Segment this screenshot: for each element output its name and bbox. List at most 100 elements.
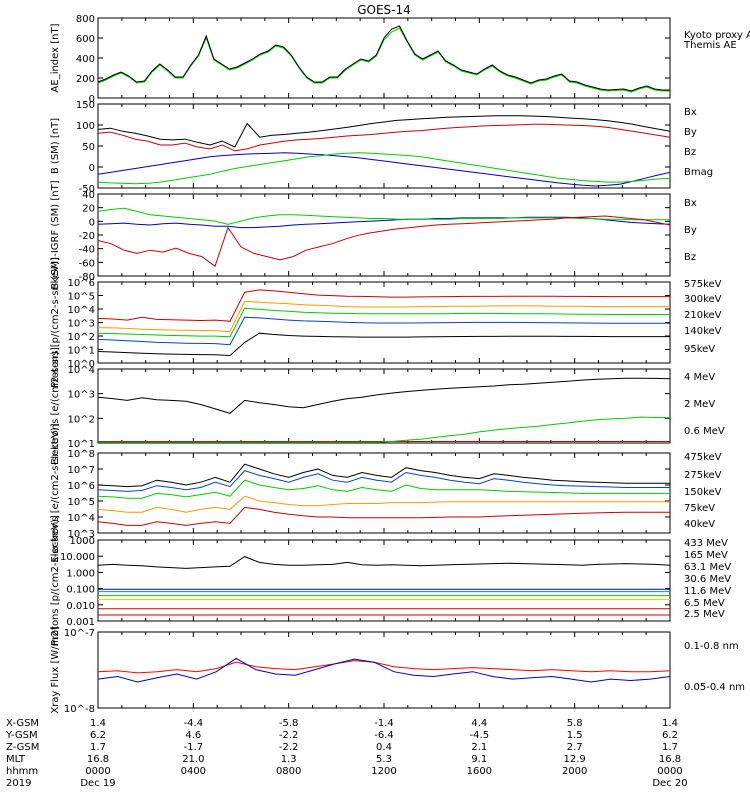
footer-row-label: Y-GSM bbox=[5, 730, 38, 741]
y-axis-label: AE_index [nT] bbox=[50, 23, 61, 92]
legend-entry: 150keV bbox=[684, 487, 722, 498]
legend-entry: 40keV bbox=[684, 519, 715, 530]
legend-entry: 63.1 MeV bbox=[684, 562, 731, 573]
y-tick-label: -20 bbox=[79, 231, 95, 242]
y-axis-label: B (SM)-IGRF (SM) [nT] bbox=[50, 180, 61, 289]
footer-cell: -6.4 bbox=[374, 730, 394, 741]
footer-cell: 2.1 bbox=[471, 742, 487, 753]
footer-cell: 1.5 bbox=[567, 730, 583, 741]
series-line-2-mev bbox=[98, 416, 671, 443]
y-tick-label: 10^0 bbox=[68, 359, 95, 370]
footer-cell: 1.4 bbox=[662, 718, 678, 729]
legend-entry: Bz bbox=[684, 252, 696, 263]
footer-cell: 1200 bbox=[371, 766, 396, 777]
series-line-95kev bbox=[97, 332, 670, 357]
legend-entry: 6.5 MeV bbox=[684, 598, 725, 609]
y-axis-label: Protons [p/(cm2-s-sr-keV)] bbox=[50, 257, 61, 388]
footer-cell: 6.2 bbox=[90, 730, 106, 741]
panel-1: 800 600 400 200 0 AE_index [nT] Kyoto proxy AE… bbox=[50, 14, 750, 105]
legend-entry: 140keV bbox=[684, 326, 722, 337]
series-line-475kev bbox=[97, 506, 670, 526]
y-tick-label: -60 bbox=[79, 258, 95, 269]
panel-2: 150 100 50 0 -50 B (SM) [nT] Bx By Bz Bmag bbox=[50, 100, 713, 195]
footer-row-label: Z-GSM bbox=[6, 742, 39, 753]
series-line-themis-ae bbox=[97, 25, 670, 92]
footer-cell: 5.8 bbox=[567, 718, 583, 729]
footer-cell: 0400 bbox=[181, 766, 206, 777]
legend-entry: Kyoto proxy AE bbox=[684, 30, 750, 41]
y-tick-label: -40 bbox=[79, 245, 95, 256]
legend-entry: 4 MeV bbox=[684, 372, 715, 383]
y-tick-label: 10^5 bbox=[68, 497, 95, 508]
series-line-0-1-0-8-nm bbox=[97, 660, 671, 674]
y-axis-label: B (SM) [nT] bbox=[50, 118, 61, 174]
legend-entry: 95keV bbox=[684, 344, 715, 355]
footer-cell: 1.7 bbox=[662, 742, 678, 753]
y-tick-label: 10^1 bbox=[68, 346, 95, 357]
footer-cell: -4.5 bbox=[470, 730, 490, 741]
y-tick-label: 10^4 bbox=[68, 305, 95, 316]
y-tick-label: 20 bbox=[82, 204, 95, 215]
footer-cell: 6.2 bbox=[662, 730, 678, 741]
series-line-150kev bbox=[97, 479, 670, 499]
footer-cell: 0000 bbox=[657, 766, 682, 777]
series-line-bmag bbox=[97, 115, 671, 148]
footer-cell: 21.0 bbox=[182, 754, 204, 765]
y-tick-label: -50 bbox=[79, 184, 95, 195]
y-tick-label: 40 bbox=[82, 190, 95, 201]
footer-cell: 1.7 bbox=[90, 742, 106, 753]
panel-7: 1000 10.000 1.000 0.100 0.010 0.001 Protons [p… bbox=[50, 515, 731, 646]
y-axis-label: Protons [p/(cm2-s-sr-keV)] bbox=[50, 515, 61, 646]
legend-entry: Themis AE bbox=[683, 40, 737, 51]
y-tick-label: 10^1 bbox=[68, 439, 95, 450]
y-tick-label: 800 bbox=[76, 14, 95, 25]
y-tick-label: 10^6 bbox=[68, 481, 95, 492]
y-tick-label: 10^5 bbox=[68, 292, 95, 303]
footer-cell: 1.4 bbox=[90, 718, 106, 729]
footer-cell: Dec 19 bbox=[80, 778, 115, 789]
legend-entry: By bbox=[684, 127, 697, 138]
footer-row-label: X-GSM bbox=[6, 718, 39, 729]
series-line-210kev bbox=[97, 307, 670, 338]
y-tick-label: 10^2 bbox=[68, 332, 95, 343]
legend-entry: 0.05-0.4 nm bbox=[684, 682, 745, 693]
panel-frame bbox=[97, 103, 671, 189]
figure-title: GOES-14 bbox=[357, 3, 411, 17]
y-tick-label: 0 bbox=[89, 163, 95, 174]
footer-cell: 16.8 bbox=[87, 754, 109, 765]
y-tick-label: 200 bbox=[76, 74, 95, 85]
series-line-275kev bbox=[97, 495, 670, 513]
legend-entry: 30.6 MeV bbox=[684, 574, 731, 585]
y-tick-label: 0 bbox=[89, 217, 95, 228]
footer-cell: 4.6 bbox=[185, 730, 201, 741]
legend-entry: 165 MeV bbox=[684, 550, 728, 561]
y-tick-label: 0.100 bbox=[66, 585, 95, 596]
footer-cell: Dec 20 bbox=[652, 778, 687, 789]
series-line-40kev bbox=[97, 463, 670, 488]
legend-entry: 0.6 MeV bbox=[684, 426, 725, 437]
y-tick-label: 10^6 bbox=[68, 278, 95, 289]
y-tick-label: 50 bbox=[82, 142, 95, 153]
y-tick-label: 1000 bbox=[70, 536, 95, 547]
y-axis-label: Electrons [e/(cm2-s-sr)] bbox=[50, 347, 61, 465]
footer-cell: 0800 bbox=[276, 766, 301, 777]
series-line-bz bbox=[97, 215, 671, 268]
y-tick-label: 400 bbox=[76, 54, 95, 65]
footer-cell: 0.4 bbox=[376, 742, 392, 753]
y-tick-label: 0 bbox=[89, 94, 95, 105]
series-line-kyoto-proxy-ae bbox=[97, 27, 670, 93]
footer-row-label: MLT bbox=[6, 754, 26, 765]
y-tick-label: -80 bbox=[79, 272, 95, 283]
y-tick-label: 600 bbox=[76, 34, 95, 45]
footer-cell: 9.1 bbox=[471, 754, 487, 765]
legend-entry: 210keV bbox=[684, 310, 722, 321]
legend-entry: 75keV bbox=[684, 503, 715, 514]
legend-entry: Bz bbox=[684, 147, 696, 158]
panel-5: 10^4 10^3 10^2 10^1 Electrons [e/(cm2-s-sr)]… bbox=[50, 347, 725, 465]
series-line-300kev bbox=[97, 300, 670, 333]
y-axis-label: Xray Flux [W/m2] bbox=[50, 626, 61, 713]
y-tick-label: 10^3 bbox=[68, 529, 95, 540]
legend-entry: 2.5 MeV bbox=[684, 609, 725, 620]
